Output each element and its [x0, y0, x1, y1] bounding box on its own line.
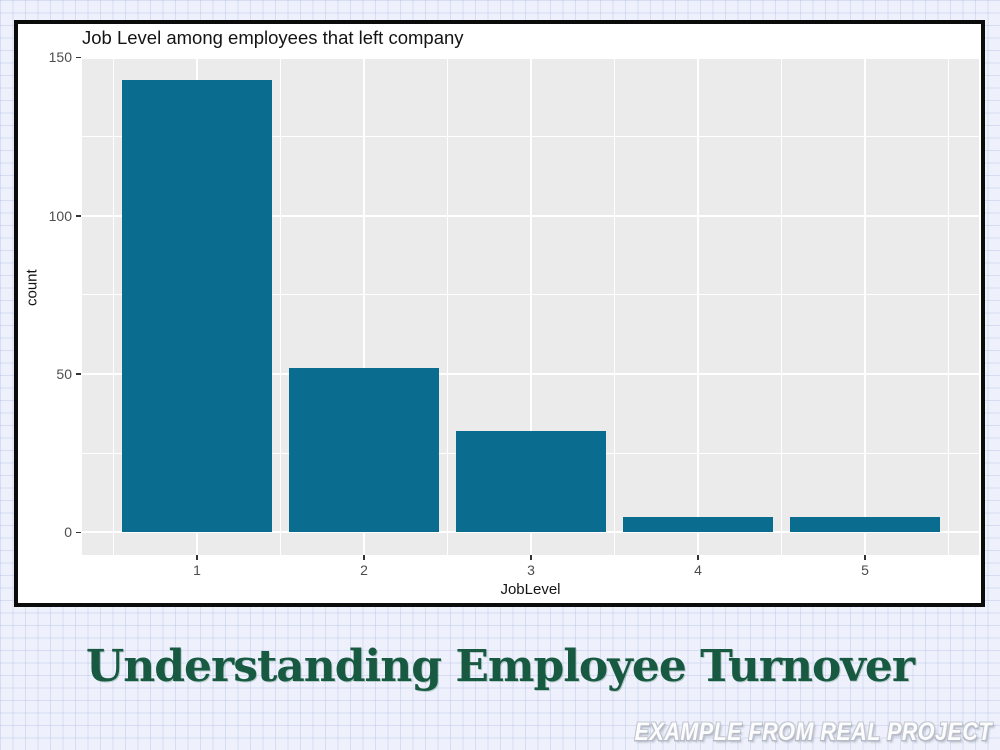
y-axis-tick [76, 373, 81, 375]
x-axis-tick [864, 555, 866, 560]
minor-gridline-vertical [447, 57, 448, 555]
x-tick-label: 3 [527, 562, 535, 578]
y-axis-tick [76, 214, 81, 217]
x-axis-tick [530, 555, 532, 560]
watermark-label: EXAMPLE FROM REAL PROJECT [634, 718, 992, 746]
chart-title: Job Level among employees that left comp… [82, 27, 464, 48]
bar [456, 431, 606, 533]
major-gridline-vertical [530, 57, 532, 555]
page-title: Understanding Employee Turnover [85, 641, 915, 692]
x-axis-tick [697, 555, 699, 560]
x-tick-label: 5 [861, 562, 869, 578]
major-gridline-vertical [697, 57, 699, 555]
minor-gridline-vertical [280, 57, 281, 555]
x-axis-tick [196, 555, 198, 560]
major-gridline-vertical [864, 57, 866, 555]
y-tick-label: 100 [48, 207, 72, 224]
x-tick-label: 2 [360, 562, 368, 578]
x-axis-tick [363, 555, 365, 560]
bar [122, 79, 272, 533]
plot-panel [82, 57, 979, 555]
minor-gridline-vertical [948, 57, 949, 555]
x-tick-label: 1 [193, 562, 201, 578]
y-tick-label: 0 [64, 524, 72, 541]
x-tick-label: 4 [694, 562, 702, 578]
minor-gridline-vertical [614, 57, 615, 555]
bar [623, 516, 773, 533]
x-axis-title: JobLevel [500, 581, 561, 598]
minor-gridline-vertical [781, 57, 782, 555]
chart-figure: Job Level among employees that left comp… [14, 20, 985, 607]
y-axis-tick [76, 56, 81, 59]
bar [790, 516, 940, 533]
y-axis-tick [76, 531, 81, 534]
y-tick-label: 50 [56, 366, 72, 383]
y-tick-label: 150 [48, 49, 72, 66]
major-gridline-vertical [363, 57, 365, 555]
bar [289, 367, 439, 533]
minor-gridline-vertical [113, 57, 114, 555]
